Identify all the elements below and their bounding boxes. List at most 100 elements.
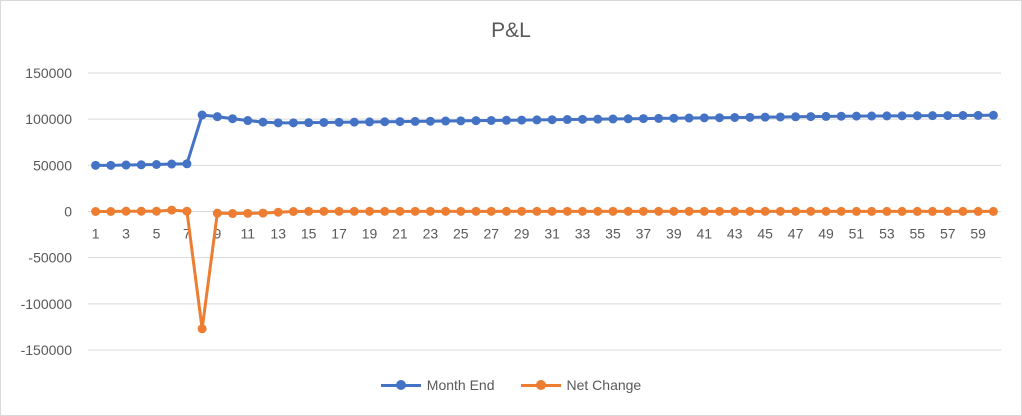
x-tick-label: 9 [213,226,221,242]
x-tick-label: 1 [92,226,100,242]
data-point [532,206,542,216]
legend-item-net-change: Net Change [520,377,641,393]
data-point [365,117,375,127]
data-point [228,209,238,219]
data-point [273,118,283,128]
data-point [197,110,207,120]
x-tick-label: 57 [940,226,956,242]
data-point [943,206,953,216]
x-tick-label: 39 [666,226,682,242]
data-point [867,206,877,216]
data-point [425,116,435,126]
data-point [593,206,603,216]
x-tick-label: 45 [757,226,773,242]
data-point [288,118,298,128]
data-point [988,206,998,216]
data-point [760,206,770,216]
legend-swatch-net-change [520,380,561,390]
data-point [578,114,588,124]
y-tick-label: -150000 [21,342,73,358]
data-point [638,206,648,216]
x-tick-label: 31 [544,226,560,242]
legend-item-month-end: Month End [380,377,495,393]
x-tick-label: 11 [241,226,256,242]
data-point [395,117,405,127]
x-tick-label: 47 [788,226,804,242]
data-point [821,111,831,121]
data-point [151,206,161,216]
data-point [806,206,816,216]
data-point [562,206,572,216]
data-point [167,205,177,215]
data-point [912,206,922,216]
data-point [730,113,740,123]
x-tick-label: 53 [879,226,895,242]
data-point [349,117,359,127]
x-tick-label: 25 [453,226,469,242]
data-point [791,206,801,216]
data-point [699,206,709,216]
data-point [623,114,633,124]
data-point [654,206,664,216]
legend-label-month-end: Month End [426,377,495,393]
x-tick-label: 37 [636,226,652,242]
data-point [928,206,938,216]
legend-swatch-month-end [380,380,421,390]
data-point [517,115,527,125]
data-point [167,159,177,169]
data-point [425,206,435,216]
data-point [304,206,314,216]
data-point [456,206,466,216]
data-point [243,208,253,218]
x-tick-label: 7 [183,226,191,242]
x-tick-label: 29 [514,226,530,242]
data-point [958,110,968,120]
x-tick-label: 5 [153,226,161,242]
data-point [319,117,329,127]
data-point [897,111,907,121]
data-point [928,111,938,121]
data-point [775,112,785,122]
data-point [410,206,420,216]
data-point [380,117,390,127]
data-point [486,206,496,216]
data-point [517,206,527,216]
data-point [943,111,953,121]
data-point [730,206,740,216]
x-tick-label: 17 [331,226,347,242]
data-point [836,111,846,121]
data-point [867,111,877,121]
data-point [988,110,998,120]
x-tick-label: 51 [849,226,865,242]
data-point [288,207,298,216]
x-tick-label: 3 [122,226,130,242]
data-point [212,112,222,122]
data-point [456,116,466,126]
y-tick-label: 50000 [33,157,72,173]
data-point [365,206,375,216]
x-tick-label: 43 [727,226,743,242]
x-tick-label: 21 [392,226,408,242]
x-tick-label: 19 [362,226,378,242]
data-point [319,206,329,216]
data-point [760,112,770,122]
data-point [851,111,861,121]
data-point [806,112,816,122]
data-point [304,118,314,128]
x-tick-label: 55 [910,226,926,242]
data-point [243,116,253,126]
data-point [745,112,755,122]
data-point [745,206,755,216]
data-point [791,112,801,122]
data-point [882,206,892,216]
data-point [334,206,344,216]
data-point [654,113,664,123]
data-point [471,116,481,126]
y-tick-label: 150000 [25,65,72,81]
data-point [106,160,116,170]
data-point [897,206,907,216]
data-point [608,206,618,216]
data-point [714,113,724,123]
data-point [91,160,101,170]
